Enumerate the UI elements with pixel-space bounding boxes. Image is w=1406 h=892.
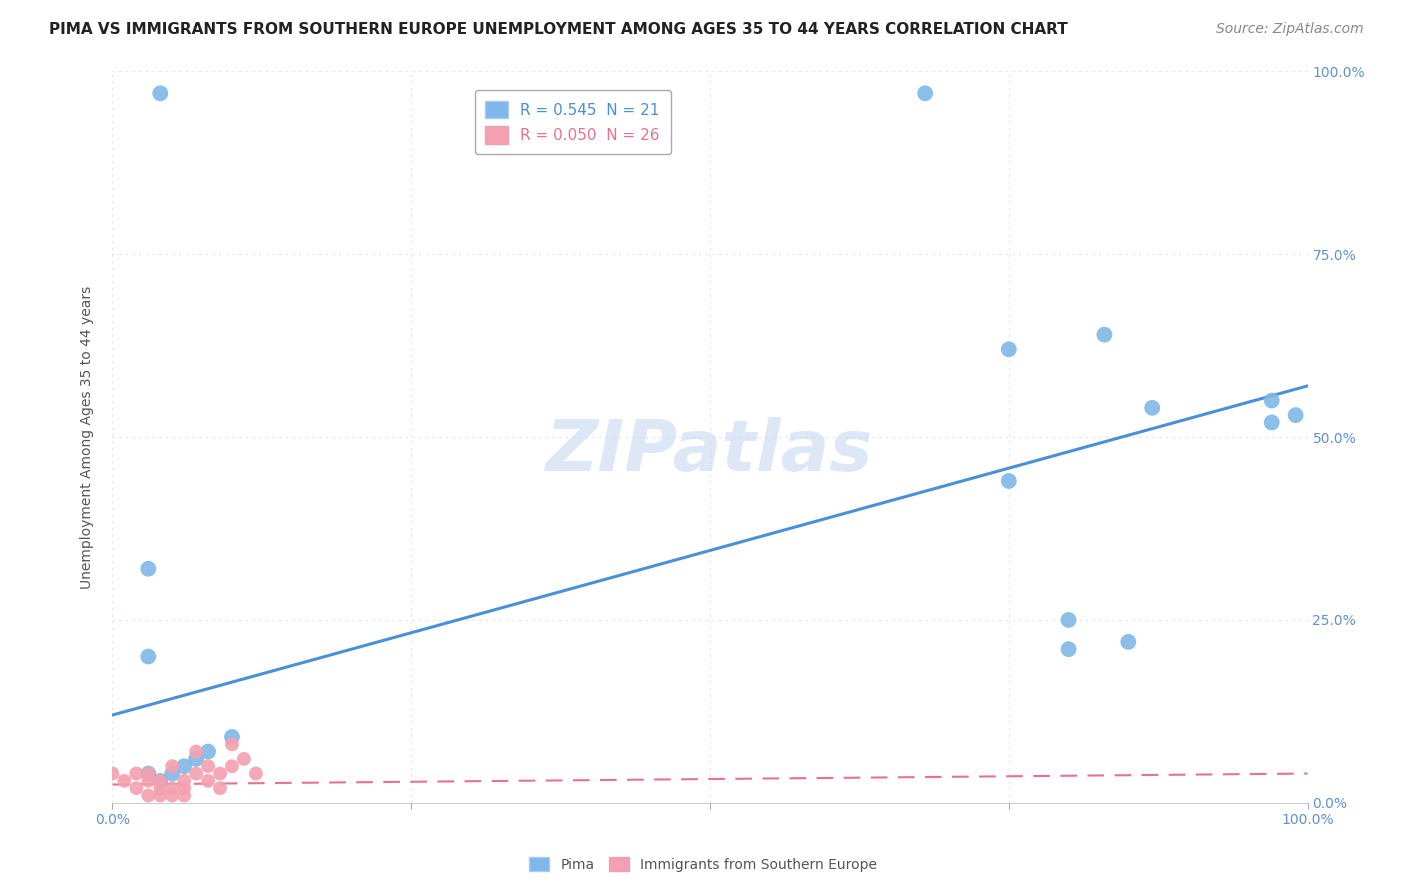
Point: [914, 87, 936, 101]
Legend: Pima, Immigrants from Southern Europe: Pima, Immigrants from Southern Europe: [522, 850, 884, 879]
Point: [197, 773, 219, 788]
Point: [1118, 635, 1140, 649]
Point: [173, 781, 195, 796]
Point: [138, 562, 160, 576]
Point: [138, 766, 160, 780]
Point: [1142, 401, 1164, 415]
Point: [186, 745, 208, 759]
Point: [245, 766, 267, 780]
Point: [162, 789, 183, 803]
Point: [162, 759, 183, 773]
Text: PIMA VS IMMIGRANTS FROM SOUTHERN EUROPE UNEMPLOYMENT AMONG AGES 35 TO 44 YEARS C: PIMA VS IMMIGRANTS FROM SOUTHERN EUROPE …: [49, 22, 1069, 37]
Y-axis label: Unemployment Among Ages 35 to 44 years: Unemployment Among Ages 35 to 44 years: [80, 285, 94, 589]
Point: [1057, 613, 1080, 627]
Point: [173, 773, 195, 788]
Point: [173, 759, 195, 773]
Point: [138, 766, 160, 780]
Point: [162, 766, 183, 780]
Point: [197, 759, 219, 773]
Point: [209, 766, 232, 780]
Legend: R = 0.545  N = 21, R = 0.050  N = 26: R = 0.545 N = 21, R = 0.050 N = 26: [475, 90, 671, 154]
Point: [221, 730, 243, 744]
Point: [149, 781, 172, 796]
Point: [149, 773, 172, 788]
Point: [998, 474, 1021, 488]
Point: [162, 781, 183, 796]
Point: [221, 759, 243, 773]
Point: [1261, 393, 1284, 408]
Point: [1261, 416, 1284, 430]
Point: [173, 789, 195, 803]
Point: [138, 773, 160, 788]
Point: [149, 789, 172, 803]
Point: [138, 649, 160, 664]
Point: [1057, 642, 1080, 657]
Point: [125, 766, 148, 780]
Point: [186, 752, 208, 766]
Point: [1285, 408, 1308, 422]
Point: [197, 745, 219, 759]
Point: [209, 781, 232, 796]
Text: ZIPatlas: ZIPatlas: [547, 417, 873, 486]
Point: [1094, 327, 1116, 342]
Text: Source: ZipAtlas.com: Source: ZipAtlas.com: [1216, 22, 1364, 37]
Point: [125, 781, 148, 796]
Point: [149, 773, 172, 788]
Point: [233, 752, 256, 766]
Point: [221, 737, 243, 751]
Point: [138, 789, 160, 803]
Point: [998, 343, 1021, 357]
Point: [101, 766, 124, 780]
Point: [186, 766, 208, 780]
Point: [149, 87, 172, 101]
Point: [114, 773, 135, 788]
